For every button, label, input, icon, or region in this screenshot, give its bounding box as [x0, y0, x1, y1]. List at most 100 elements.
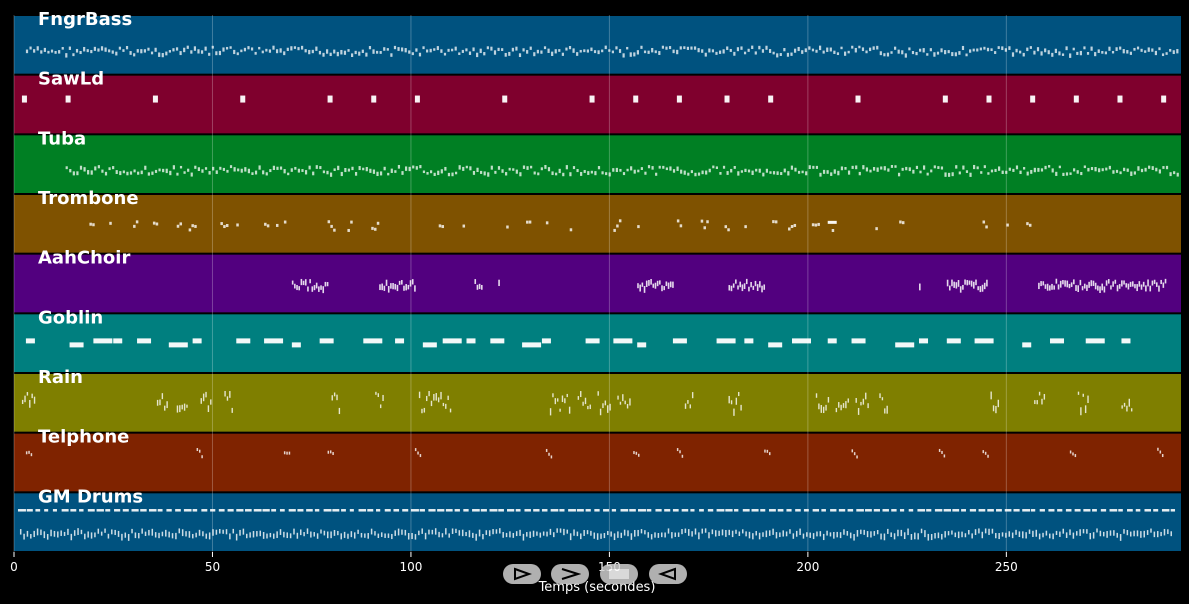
note — [186, 45, 189, 49]
note — [65, 53, 68, 58]
note — [33, 530, 35, 538]
note — [382, 394, 384, 402]
note — [576, 169, 579, 173]
note — [1069, 172, 1072, 175]
note — [369, 168, 372, 173]
note — [398, 280, 401, 285]
note — [676, 166, 679, 171]
note — [938, 448, 941, 452]
note — [111, 529, 113, 535]
note — [113, 338, 123, 344]
note — [838, 402, 840, 408]
note — [637, 169, 640, 173]
stop-button[interactable] — [600, 564, 638, 584]
note — [576, 509, 584, 512]
note — [218, 509, 225, 512]
note — [569, 228, 573, 232]
note — [198, 529, 201, 536]
note — [1011, 52, 1015, 57]
note — [247, 46, 250, 50]
note — [333, 168, 336, 172]
note — [662, 165, 665, 169]
note — [751, 45, 754, 50]
note — [1145, 285, 1147, 292]
note — [593, 50, 597, 54]
note — [458, 52, 461, 55]
note — [618, 49, 622, 53]
note — [969, 172, 972, 177]
note — [417, 451, 419, 455]
track-lane — [14, 374, 1181, 432]
note — [490, 46, 493, 51]
note — [150, 51, 154, 55]
note — [351, 53, 354, 57]
note — [873, 531, 876, 536]
note — [304, 279, 307, 286]
note — [647, 532, 650, 538]
note — [286, 47, 289, 51]
note — [726, 46, 729, 50]
note — [127, 533, 130, 541]
note — [343, 50, 347, 55]
note — [676, 49, 679, 55]
note — [1099, 530, 1102, 537]
note — [294, 166, 297, 170]
note — [333, 49, 336, 54]
play-button[interactable] — [503, 564, 541, 584]
note — [603, 532, 606, 539]
note — [84, 533, 86, 540]
next-button[interactable] — [551, 564, 589, 584]
note — [276, 531, 278, 538]
note — [540, 167, 543, 171]
note — [994, 51, 997, 54]
note — [701, 170, 704, 175]
note — [311, 286, 314, 292]
note — [716, 509, 725, 512]
note — [1057, 284, 1060, 290]
note — [1113, 530, 1115, 536]
note — [725, 529, 727, 537]
note — [465, 48, 468, 52]
note — [576, 52, 579, 56]
note — [279, 48, 282, 53]
note — [258, 165, 261, 170]
note — [138, 532, 140, 539]
note — [404, 48, 407, 53]
note — [307, 286, 309, 292]
note — [499, 528, 501, 534]
note — [827, 396, 830, 403]
note — [297, 168, 301, 173]
note — [763, 284, 766, 290]
note — [97, 528, 100, 534]
note — [36, 46, 39, 51]
note — [974, 529, 977, 536]
note — [943, 509, 952, 512]
note — [498, 509, 504, 512]
note — [853, 452, 856, 456]
note — [1125, 283, 1128, 288]
note — [229, 46, 232, 49]
note — [1083, 509, 1091, 512]
note — [910, 533, 913, 540]
note — [379, 284, 381, 291]
note — [698, 532, 700, 540]
x-tick-label: 200 — [796, 560, 819, 574]
note — [947, 172, 951, 177]
note — [129, 51, 132, 55]
note — [740, 46, 743, 50]
note — [1065, 172, 1069, 176]
note — [478, 283, 481, 290]
note — [855, 95, 861, 103]
note — [856, 509, 864, 512]
prev-button[interactable] — [649, 564, 687, 584]
note — [381, 283, 383, 291]
note — [609, 403, 611, 411]
note — [799, 528, 801, 536]
note — [951, 172, 954, 177]
note — [669, 281, 672, 288]
note — [411, 533, 413, 540]
note — [426, 172, 429, 175]
note — [768, 509, 776, 512]
note — [1073, 168, 1076, 172]
note — [1069, 529, 1071, 536]
